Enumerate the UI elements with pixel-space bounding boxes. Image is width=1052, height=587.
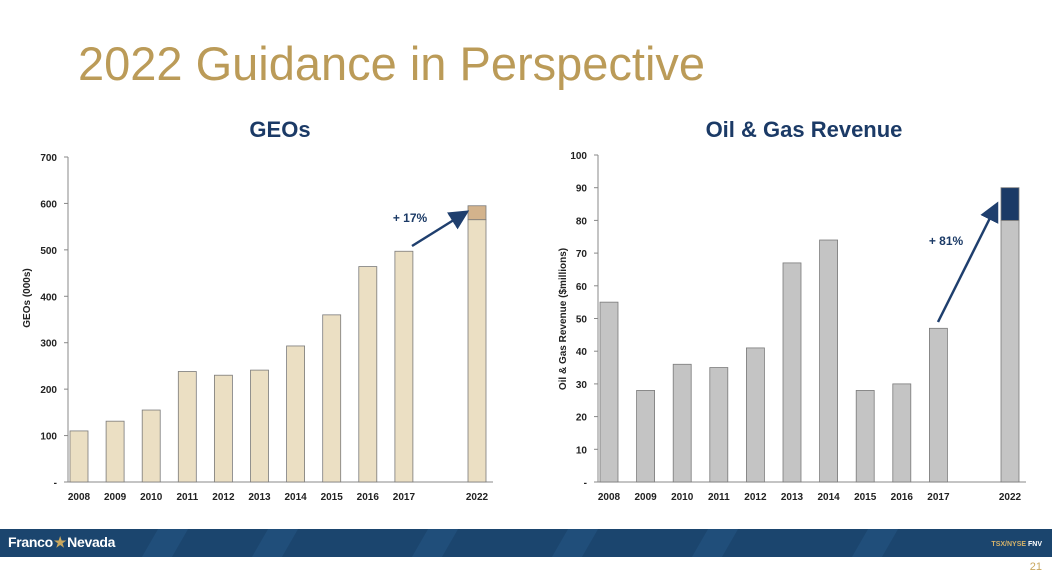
oil-y-tick-label: 10 bbox=[576, 445, 588, 456]
oil-y-tick-label: 20 bbox=[576, 413, 588, 424]
geo-y-tick-label: 200 bbox=[40, 385, 57, 396]
oil-bar-2011 bbox=[709, 367, 729, 483]
geo-bar-2014 bbox=[286, 345, 306, 483]
oil-bar-2017 bbox=[929, 327, 948, 483]
geo-bar-2012 bbox=[213, 374, 233, 483]
oil-bar-2015 bbox=[855, 390, 875, 483]
oil-y-tick-label: 80 bbox=[576, 216, 588, 227]
geo-bar-2022 bbox=[467, 219, 487, 483]
geo-x-tick-label: 2017 bbox=[393, 492, 416, 503]
oil-x-tick-label: 2010 bbox=[671, 492, 694, 503]
geo-bar-increment-2022 bbox=[467, 205, 487, 221]
ticker-label: TSX/NYSE FNV bbox=[991, 541, 1042, 548]
geo-x-tick-label: 2013 bbox=[248, 492, 271, 503]
charts-canvas: GEOs GEOs (000s) - 100 200 300 400 500 600 700 200… bbox=[22, 117, 1026, 503]
logo-text-left: Franco bbox=[8, 534, 53, 550]
oil-growth-arrow bbox=[936, 201, 999, 323]
page-number: 21 bbox=[1029, 561, 1042, 573]
geo-y-tick-label: 300 bbox=[40, 339, 57, 350]
slide-title: 2022 Guidance in Perspective bbox=[78, 37, 706, 90]
oil-chart-title: Oil & Gas Revenue bbox=[706, 117, 903, 142]
star-icon: ★ bbox=[53, 534, 67, 550]
geo-x-tick-label: 2014 bbox=[284, 492, 307, 503]
geo-x-tick-label: 2008 bbox=[68, 492, 91, 503]
geo-y-axis-label: GEOs (000s) bbox=[22, 268, 33, 327]
oil-y-tick-label: 100 bbox=[570, 151, 587, 162]
oil-bar-2009 bbox=[636, 390, 655, 483]
oil-bar-increment-2022 bbox=[1000, 187, 1020, 221]
oil-bar-2014 bbox=[819, 239, 838, 483]
oil-x-tick-label: 2009 bbox=[634, 492, 657, 503]
geo-x-tick-label: 2011 bbox=[176, 492, 198, 503]
geo-bar-2009 bbox=[105, 420, 125, 483]
geo-y-tick-label: - bbox=[54, 478, 57, 489]
ticker-symbol: FNV bbox=[1028, 541, 1042, 548]
geo-x-tick-label: 2012 bbox=[212, 492, 235, 503]
oil-bar-2016 bbox=[892, 383, 912, 483]
oil-x-tick-label: 2016 bbox=[891, 492, 914, 503]
franco-nevada-logo: Franco★Nevada bbox=[8, 534, 115, 551]
geo-bar-2017 bbox=[394, 250, 414, 483]
oil-x-tick-label: 2017 bbox=[927, 492, 950, 503]
oil-bar-2012 bbox=[746, 347, 765, 483]
oil-x-tick-label: 2012 bbox=[744, 492, 767, 503]
oil-bar-2008 bbox=[599, 301, 619, 483]
oil-y-tick-label: 30 bbox=[576, 380, 588, 391]
oil-x-tick-label: 2011 bbox=[708, 492, 730, 503]
oil-y-tick-label: 90 bbox=[576, 184, 588, 195]
geo-growth-label: + 17% bbox=[393, 211, 428, 225]
geo-y-tick-label: 500 bbox=[40, 246, 57, 257]
oil-y-axis-label: Oil & Gas Revenue ($millions) bbox=[558, 248, 569, 390]
geo-chart-title: GEOs bbox=[249, 117, 310, 142]
geo-bar-2008 bbox=[69, 430, 89, 483]
oil-growth-label: + 81% bbox=[929, 234, 964, 248]
oil-x-tick-label: 2022 bbox=[999, 492, 1022, 503]
footer-bar: Franco★Nevada TSX/NYSE FNV bbox=[0, 529, 1052, 557]
geo-bar-2013 bbox=[250, 369, 269, 483]
geo-y-tick-label: 400 bbox=[40, 292, 57, 303]
oil-bar-2013 bbox=[782, 262, 802, 483]
oil-x-tick-label: 2008 bbox=[598, 492, 621, 503]
geo-growth-arrow bbox=[411, 210, 470, 248]
geo-x-tick-label: 2009 bbox=[104, 492, 127, 503]
oil-y-tick-label: 60 bbox=[576, 282, 588, 293]
ticker-exchange: TSX/NYSE bbox=[991, 541, 1027, 548]
oil-y-tick-label: 70 bbox=[576, 249, 588, 260]
oil-x-tick-label: 2013 bbox=[781, 492, 804, 503]
geo-x-tick-label: 2022 bbox=[466, 492, 489, 503]
oil-x-tick-label: 2015 bbox=[854, 492, 877, 503]
geo-y-tick-label: 700 bbox=[40, 153, 57, 164]
geo-bar-2016 bbox=[358, 266, 378, 483]
geo-bar-2011 bbox=[177, 371, 197, 483]
geo-y-tick-label: 100 bbox=[40, 432, 57, 443]
geo-bar-2015 bbox=[322, 314, 342, 483]
geo-x-tick-label: 2016 bbox=[357, 492, 380, 503]
geo-bar-2010 bbox=[141, 409, 161, 483]
oil-y-tick-label: 50 bbox=[576, 315, 588, 326]
oil-bar-2010 bbox=[672, 363, 692, 483]
oil-x-tick-label: 2014 bbox=[817, 492, 840, 503]
oil-y-tick-label: - bbox=[584, 478, 587, 489]
logo-text-right: Nevada bbox=[67, 534, 116, 550]
geo-x-tick-label: 2015 bbox=[321, 492, 344, 503]
oil-bar-2022 bbox=[1000, 219, 1020, 483]
geo-y-tick-label: 600 bbox=[40, 199, 57, 210]
geo-x-tick-label: 2010 bbox=[140, 492, 163, 503]
oil-y-tick-label: 40 bbox=[576, 347, 588, 358]
